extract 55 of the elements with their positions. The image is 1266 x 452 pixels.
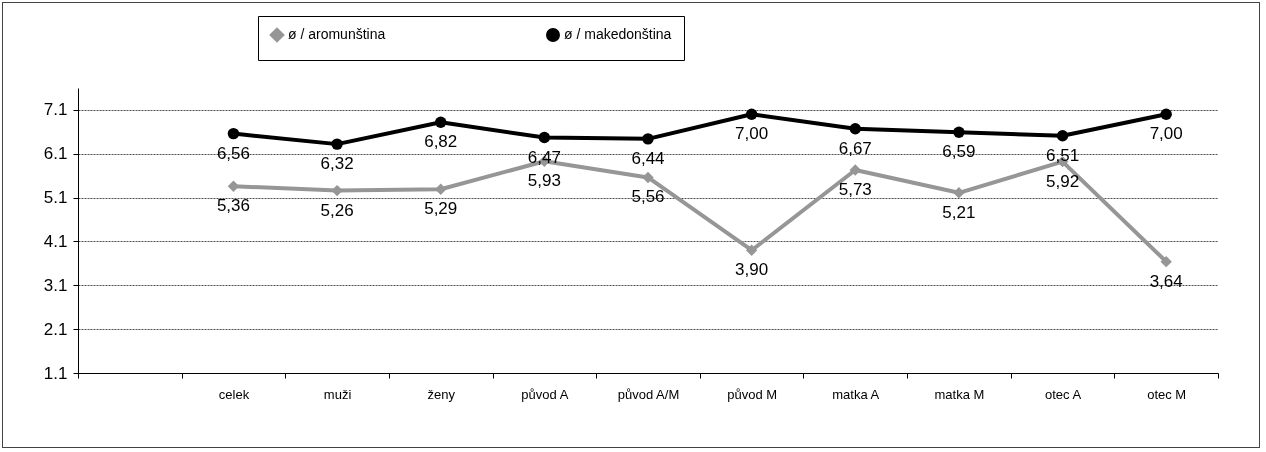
data-label: 6,32: [320, 154, 354, 174]
data-label: 6,56: [216, 143, 250, 163]
y-tick-label: 6.1: [43, 144, 68, 164]
point: [538, 131, 551, 144]
data-label: 5,92: [1046, 171, 1080, 191]
y-tick-label: 2.1: [43, 319, 68, 339]
data-label: 5,56: [631, 187, 665, 207]
data-label: 7,00: [735, 124, 769, 144]
legend-label: ø / makedonština: [564, 26, 672, 42]
x-tick-label: otec A: [1044, 386, 1082, 402]
data-label: 5,21: [942, 202, 976, 222]
point: [435, 116, 447, 128]
point: [745, 244, 758, 256]
x-tick-label: celek: [218, 386, 250, 402]
data-label: 5,29: [424, 199, 458, 219]
data-label: 5,73: [838, 179, 872, 199]
data-label: 7,00: [1149, 124, 1183, 144]
point: [849, 164, 861, 176]
data-label: 3,64: [1149, 271, 1183, 291]
data-label: 3,90: [735, 260, 769, 280]
legend-label: ø / aromunština: [288, 26, 386, 42]
point: [745, 108, 758, 120]
point: [953, 187, 965, 199]
y-tick-label: 5.1: [43, 188, 68, 208]
data-label: 5,36: [216, 196, 250, 216]
x-tick-label: původ A: [521, 386, 569, 402]
x-tick-label: matka A: [832, 386, 880, 402]
data-label: 5,26: [320, 200, 354, 220]
data-label: 6,51: [1046, 145, 1080, 165]
y-tick-label: 1.1: [43, 363, 68, 383]
point: [1056, 130, 1069, 142]
x-tick-label: otec M: [1147, 386, 1187, 402]
point: [642, 171, 654, 184]
data-label: 5,93: [527, 171, 561, 191]
data-label: 6,67: [838, 138, 872, 158]
point: [642, 133, 654, 145]
point: [849, 123, 861, 135]
data-label: 6,44: [631, 148, 665, 168]
point: [1160, 255, 1172, 268]
x-tick-label: původ M: [727, 386, 778, 402]
data-label: 6,59: [942, 142, 976, 162]
x-tick-label: ženy: [427, 386, 456, 402]
y-tick-label: 3.1: [43, 275, 68, 295]
y-tick-label: 7.1: [43, 100, 68, 120]
point: [953, 126, 965, 138]
point: [227, 127, 240, 140]
data-label: 6,82: [424, 132, 458, 152]
x-tick-label: muži: [323, 386, 352, 402]
x-tick-label: původ A/M: [617, 386, 680, 402]
point: [1160, 108, 1172, 120]
x-tick-label: matka M: [934, 386, 985, 402]
data-label: 6,47: [527, 147, 561, 167]
y-tick-label: 4.1: [43, 231, 68, 251]
point: [331, 138, 343, 150]
point: [435, 183, 447, 195]
